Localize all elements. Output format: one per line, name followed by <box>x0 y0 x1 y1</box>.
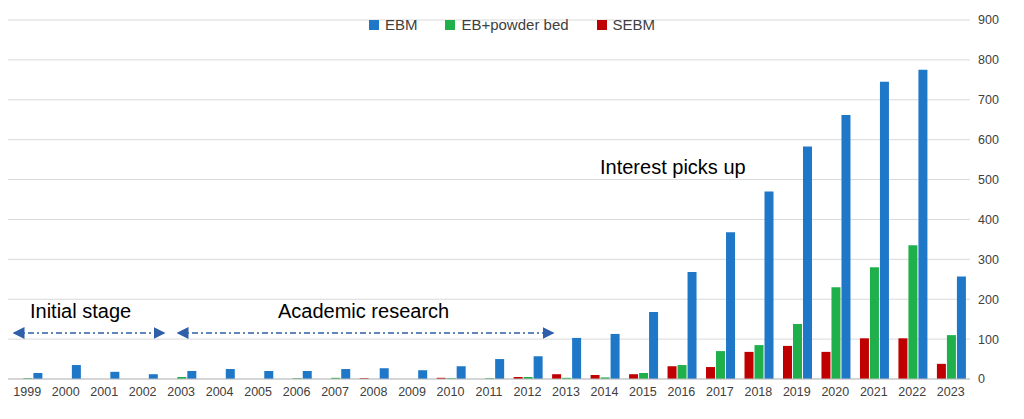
svg-text:700: 700 <box>978 93 999 107</box>
svg-text:2002: 2002 <box>129 385 157 399</box>
html-text:SEBM: SEBM <box>612 16 656 33</box>
svg-text:2022: 2022 <box>898 385 926 399</box>
svg-text:2019: 2019 <box>783 385 811 399</box>
svg-text:500: 500 <box>978 173 999 187</box>
html-text:Interest picks up: Interest picks up <box>600 156 746 178</box>
svg-text:2000: 2000 <box>52 385 80 399</box>
svg-text:2007: 2007 <box>321 385 349 399</box>
html-text:Academic research: Academic research <box>278 300 450 322</box>
svg-text:300: 300 <box>978 253 999 267</box>
html-text:EB+powder bed: EB+powder bed <box>461 16 569 33</box>
svg-text:2020: 2020 <box>821 385 849 399</box>
svg-text:2004: 2004 <box>206 385 234 399</box>
html-text:EBM: EBM <box>384 16 418 33</box>
svg-text:2018: 2018 <box>744 385 772 399</box>
svg-text:2016: 2016 <box>667 385 695 399</box>
svg-text:600: 600 <box>978 133 999 147</box>
svg-text:2017: 2017 <box>706 385 734 399</box>
svg-text:2021: 2021 <box>860 385 888 399</box>
svg-text:800: 800 <box>978 53 999 67</box>
svg-text:2011: 2011 <box>476 385 503 399</box>
svg-text:2008: 2008 <box>360 385 388 399</box>
svg-text:2023: 2023 <box>937 385 965 399</box>
svg-text:2014: 2014 <box>591 385 619 399</box>
svg-text:200: 200 <box>978 293 999 307</box>
html-text:Initial stage: Initial stage <box>30 300 132 322</box>
svg-text:2015: 2015 <box>629 385 657 399</box>
svg-text:1999: 1999 <box>13 385 41 399</box>
svg-text:2005: 2005 <box>244 385 272 399</box>
svg-text:2010: 2010 <box>437 385 465 399</box>
svg-text:2013: 2013 <box>552 385 580 399</box>
svg-text:0: 0 <box>978 372 985 386</box>
svg-text:2009: 2009 <box>398 385 426 399</box>
svg-text:2006: 2006 <box>283 385 311 399</box>
svg-text:2003: 2003 <box>167 385 195 399</box>
svg-text:2012: 2012 <box>514 385 542 399</box>
svg-text:2001: 2001 <box>90 385 118 399</box>
svg-text:100: 100 <box>978 333 999 347</box>
svg-text:400: 400 <box>978 213 999 227</box>
svg-text:900: 900 <box>978 13 999 27</box>
